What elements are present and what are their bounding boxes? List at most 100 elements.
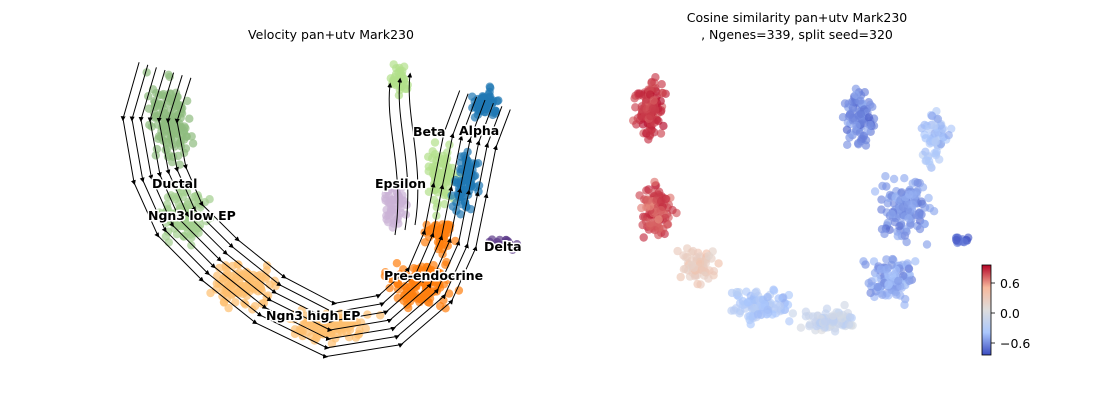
cell-point [880,229,889,239]
cell-point [185,114,194,123]
cell-point [864,113,874,122]
cell-point [866,100,875,110]
cell-point [442,182,451,191]
cell-point [836,311,845,320]
cell-point [385,199,394,208]
cell-point [688,246,698,256]
cell-point [735,309,744,318]
cell-point [828,311,838,320]
cell-point [656,205,666,215]
cell-point [769,286,779,295]
cell-point [164,70,173,80]
cell-point [904,214,913,223]
cell-point [656,129,666,138]
cell-point [638,120,648,129]
cell-point [845,313,855,322]
cell-point [865,120,874,130]
cell-point [908,200,918,209]
cell-point [905,207,915,216]
cell-point [642,203,651,212]
cell-point [647,77,656,87]
cell-point [668,205,677,215]
cell-point [930,121,939,131]
streamline [397,77,409,231]
cell-point [433,199,442,208]
cell-point [655,187,664,196]
cell-point [460,198,470,207]
velocity-panel: Velocity pan+utv Mark230 Ductal Ngn3 low… [120,27,524,359]
cell-point [848,97,857,106]
cell-point [921,156,930,166]
cell-point [152,144,162,154]
cell-point [661,213,670,223]
cell-point [200,198,209,207]
cell-point [657,80,666,89]
cell-point [236,282,245,291]
cell-point [470,113,480,122]
cell-point [181,124,190,133]
cell-point [788,309,798,318]
cell-point [884,280,893,290]
cell-point [145,120,154,130]
cell-point [430,138,440,147]
cluster-label-ductal: Ductal [152,176,197,191]
cell-point [854,140,863,149]
cluster-label-ngn3-low-ep: Ngn3 low EP [148,208,236,223]
cell-point [905,276,914,285]
cell-point [887,209,896,219]
cluster-label-alpha: Alpha [459,123,499,138]
cell-point [673,246,682,256]
cell-point [485,82,494,91]
cell-point [663,220,673,229]
cell-point [392,64,401,73]
cell-point [503,239,512,248]
cell-point [631,103,640,112]
cell-point [258,299,267,308]
cell-point [892,290,901,299]
cell-point [397,82,406,91]
cell-point [842,125,852,134]
cell-point [655,224,664,233]
similarity-title-line1: Cosine similarity pan+utv Mark230 [687,10,908,25]
streamline [387,82,399,236]
cell-point [796,323,806,332]
cell-point [676,272,685,282]
cell-point [183,96,192,106]
cell-point [188,139,198,148]
cell-point [905,190,914,199]
cell-point [820,317,830,326]
cell-point [179,231,189,240]
cluster-label-pre-endocrine: Pre-endocrine [384,268,483,283]
cluster-labels: Ductal Ngn3 low EP Ngn3 high EP Pre-endo… [147,122,524,325]
cell-point [851,84,861,94]
cell-point [914,211,924,220]
cell-point [648,104,657,114]
cell-point [917,197,926,206]
cell-point [488,99,497,109]
cell-point [783,300,793,309]
cell-point [177,131,186,140]
colorbar-label-neg0.6: −0.6 [1000,336,1030,351]
cell-point [743,298,752,307]
cell-point [763,292,772,302]
similarity-title-line2: , Ngenes=339, split seed=320 [701,27,893,42]
cell-point [893,231,902,241]
cell-point [877,195,886,204]
cell-point [714,259,723,268]
cell-point [344,333,354,342]
cell-point [224,303,233,313]
cell-point [843,140,852,149]
cell-point [860,88,869,97]
cell-point [468,92,477,101]
cell-point [695,257,705,267]
cell-point [763,305,772,314]
similarity-panel: Cosine similarity pan+utv Mark230 , Ngen… [629,10,1030,356]
cell-point [656,197,666,206]
cell-point [920,219,929,229]
cell-point [952,235,961,245]
cell-point [840,99,850,108]
cell-point [845,110,855,120]
cell-point [753,310,763,319]
cluster-label-ngn3-high-ep: Ngn3 high EP [266,308,360,323]
cell-point [479,92,488,102]
